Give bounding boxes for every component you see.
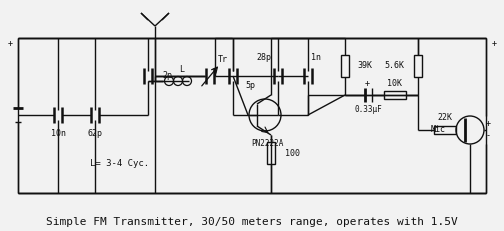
Text: Mic: Mic <box>431 125 446 134</box>
Text: 62p: 62p <box>88 128 102 137</box>
Text: L: L <box>179 64 184 73</box>
Text: 100: 100 <box>285 149 300 158</box>
Text: Simple FM Transmitter, 30/50 meters range, operates with 1.5V: Simple FM Transmitter, 30/50 meters rang… <box>46 217 458 227</box>
Text: 5.6K: 5.6K <box>384 61 404 70</box>
Text: 10K: 10K <box>388 79 403 88</box>
Text: Tr: Tr <box>218 55 228 64</box>
Text: +: + <box>492 40 497 49</box>
Text: 10n: 10n <box>50 128 66 137</box>
Bar <box>414 55 422 77</box>
Text: 28p: 28p <box>257 54 272 63</box>
Text: 39K: 39K <box>357 61 372 70</box>
Text: 5p: 5p <box>245 82 255 91</box>
Text: 0.33μF: 0.33μF <box>354 104 382 113</box>
Text: +: + <box>364 79 369 88</box>
Text: PN2222A: PN2222A <box>251 139 283 148</box>
Text: +: + <box>8 40 13 49</box>
Text: -: - <box>485 131 490 140</box>
Text: L= 3-4 Cyc.: L= 3-4 Cyc. <box>90 158 149 167</box>
Bar <box>267 142 275 164</box>
Bar <box>434 126 456 134</box>
Bar <box>384 91 406 99</box>
Text: 22K: 22K <box>437 113 453 122</box>
Text: +: + <box>485 119 490 128</box>
Text: 1n: 1n <box>311 54 321 63</box>
Bar <box>341 55 349 77</box>
Text: 2p: 2p <box>162 72 172 80</box>
